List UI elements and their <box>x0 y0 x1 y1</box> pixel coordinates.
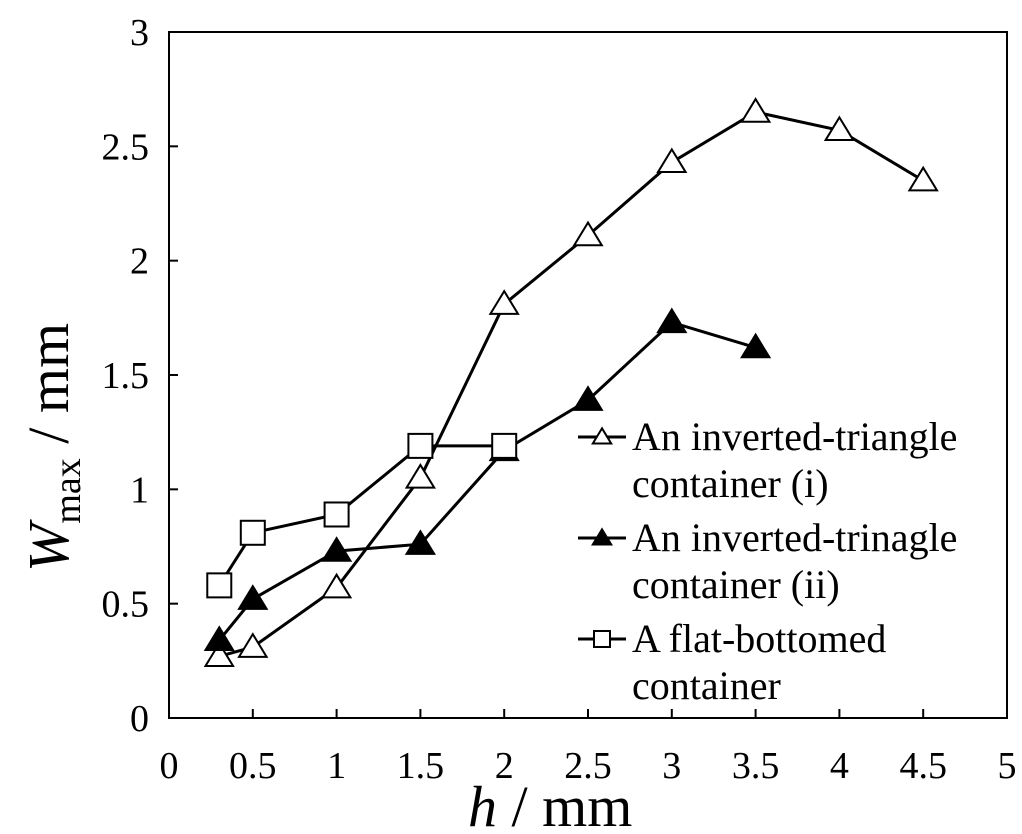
x-axis-label-main: h <box>468 774 497 834</box>
x-tick-label: 1 <box>327 745 346 787</box>
data-point-open-triangle <box>404 463 436 489</box>
series-line <box>218 110 924 658</box>
legend-label: A flat-bottomed <box>632 616 886 661</box>
y-tick-label: 2.5 <box>102 126 150 168</box>
data-point-open-triangle <box>823 115 855 142</box>
x-axis-label-unit: / mm <box>497 774 632 834</box>
data-point-square <box>491 432 518 459</box>
data-point-filled-triangle <box>572 385 604 411</box>
y-axis-ticks: 0 0.5 1 1.5 2 2.5 3 <box>102 12 178 740</box>
x-tick-label: 0 <box>160 745 179 787</box>
data-point-filled-triangle <box>404 529 436 555</box>
x-tick-label: 3 <box>662 745 681 787</box>
data-point-open-triangle <box>591 426 613 445</box>
legend-label: An inverted-trinagle <box>632 515 957 560</box>
data-point-square <box>323 501 350 528</box>
data-point-square <box>407 432 434 459</box>
x-tick-label: 4.5 <box>899 745 947 787</box>
series-line <box>218 320 757 642</box>
x-tick-label: 1.5 <box>397 745 445 787</box>
data-point-filled-triangle <box>203 625 235 651</box>
y-axis-label-main: W <box>16 519 81 572</box>
data-point-open-triangle <box>203 641 235 667</box>
x-tick-label: 2.5 <box>564 745 612 787</box>
y-tick-label: 1.5 <box>102 355 150 397</box>
series-line <box>218 444 505 587</box>
data-point-square <box>239 519 266 546</box>
x-tick-label: 4 <box>830 745 849 787</box>
data-point-filled-triangle <box>321 536 353 562</box>
legend-label: container (ii) <box>632 562 840 607</box>
data-point-filled-triangle <box>740 332 772 359</box>
y-tick-label: 0.5 <box>102 584 150 626</box>
legend-label: container (i) <box>632 461 829 506</box>
y-tick-label: 1 <box>130 469 149 511</box>
y-axis-label-sub: max <box>47 458 89 523</box>
y-tick-label: 0 <box>130 698 149 740</box>
x-axis-ticks: 0 0.5 1 1.5 2 2.5 3 3.5 4 4.5 5 <box>160 709 1017 787</box>
data-point-filled-triangle <box>656 307 688 334</box>
data-point-open-triangle <box>740 97 772 123</box>
y-tick-label: 3 <box>130 12 149 54</box>
y-axis-label-unit: / mm <box>16 323 81 458</box>
data-point-open-triangle <box>321 572 353 599</box>
y-axis-label: Wmax / mm <box>16 323 89 572</box>
data-point-open-triangle <box>237 632 269 658</box>
data-point-open-triangle <box>907 165 939 192</box>
legend-label: container <box>632 663 781 708</box>
x-axis-label: h / mm <box>468 774 632 834</box>
data-point-filled-triangle <box>591 527 613 546</box>
data-point-open-triangle <box>656 147 688 174</box>
legend-label: An inverted-triangle <box>632 414 957 459</box>
x-tick-label: 0.5 <box>229 745 277 787</box>
data-point-open-triangle <box>488 289 520 315</box>
data-point-square <box>593 630 611 648</box>
data-point-square <box>206 572 233 599</box>
series-square-open <box>206 432 518 599</box>
x-tick-label: 2 <box>495 745 514 787</box>
series-triangle-open <box>203 97 939 667</box>
data-point-filled-triangle <box>237 584 269 610</box>
x-tick-label: 5 <box>998 745 1017 787</box>
data-point-open-triangle <box>572 220 604 247</box>
series-layer <box>203 97 939 667</box>
y-tick-label: 2 <box>130 241 149 283</box>
x-tick-label: 3.5 <box>732 745 780 787</box>
